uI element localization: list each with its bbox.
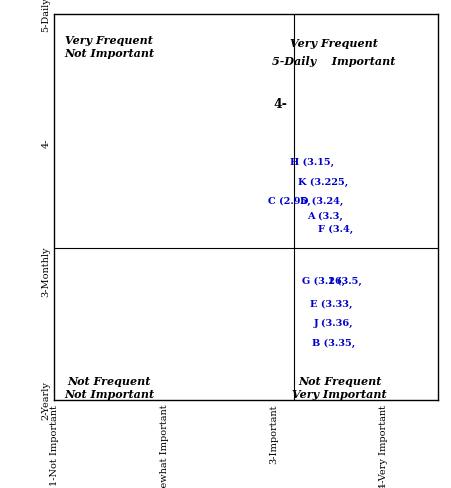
Text: 2-Somewhat Important: 2-Somewhat Important [159,404,168,488]
Text: A (3.3,: A (3.3, [306,212,342,221]
Text: E (3.33,: E (3.33, [309,299,352,308]
Text: Very Frequent
Not Important: Very Frequent Not Important [64,35,154,59]
Text: 1-Not Important: 1-Not Important [50,404,59,485]
Text: F (3.4,: F (3.4, [317,224,352,234]
Text: 3-Important: 3-Important [269,404,278,464]
Text: I (3.5,: I (3.5, [328,276,361,285]
Text: C (2.95,: C (2.95, [268,196,310,205]
Text: Not Frequent
Very Important: Not Frequent Very Important [292,375,386,399]
Text: 4-Very Important: 4-Very Important [378,404,387,488]
Text: Very Frequent: Very Frequent [290,38,377,49]
Text: Not Frequent
Not Important: Not Frequent Not Important [64,375,154,399]
Text: D (3.24,: D (3.24, [299,196,343,205]
Text: K (3.225,: K (3.225, [298,177,348,186]
Text: B (3.35,: B (3.35, [312,338,354,347]
Text: 4-: 4- [273,98,287,111]
Text: 2-Yearly: 2-Yearly [41,381,51,420]
Text: G (3.26,: G (3.26, [302,276,345,285]
Text: 5-Daily: 5-Daily [41,0,51,32]
Text: 3-Monthly: 3-Monthly [41,246,51,297]
Text: 5-Daily    Important: 5-Daily Important [272,56,395,67]
Text: H (3.15,: H (3.15, [290,158,334,167]
Text: 4-: 4- [41,139,51,148]
Text: J (3.36,: J (3.36, [313,319,352,327]
